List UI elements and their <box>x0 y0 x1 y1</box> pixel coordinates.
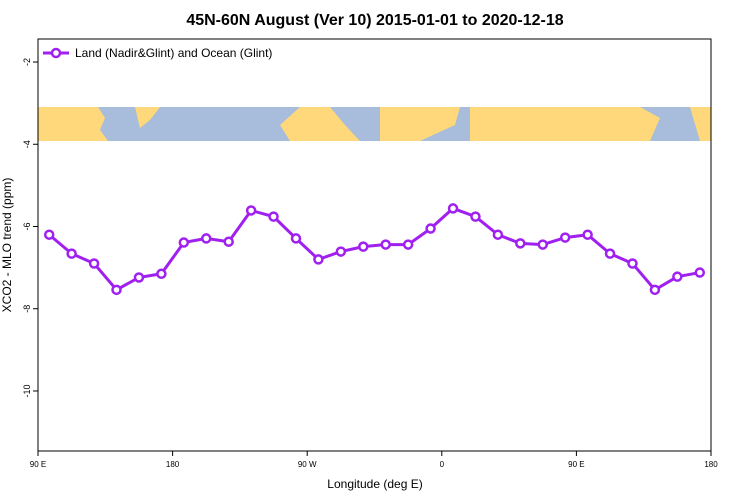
data-point <box>694 267 706 278</box>
data-point <box>559 232 571 243</box>
data-point <box>66 248 77 259</box>
x-tick-label: 90 W <box>298 460 317 469</box>
data-point <box>358 241 369 252</box>
chart-title: 45N-60N August (Ver 10) 2015-01-01 to 20… <box>186 12 563 29</box>
data-point <box>201 233 212 244</box>
plot-frame <box>37 38 712 452</box>
data-point <box>245 205 257 216</box>
data-point <box>537 239 548 250</box>
y-tick-label: -6 <box>22 222 32 230</box>
y-tick-label: -8 <box>22 305 32 313</box>
data-point <box>43 229 55 240</box>
data-point <box>290 233 302 244</box>
legend-marker <box>50 47 62 59</box>
data-point <box>133 272 145 283</box>
data-point <box>447 203 459 214</box>
x-tick-label: 0 <box>440 460 445 469</box>
data-point <box>335 246 347 257</box>
x-tick-label: 90 E <box>568 460 584 469</box>
x-axis-label: Longitude (deg E) <box>327 477 422 491</box>
series-line <box>48 206 701 292</box>
data-point <box>672 271 683 282</box>
data-point <box>380 239 391 250</box>
data-point <box>604 248 616 259</box>
x-tick-label: 180 <box>704 460 718 469</box>
legend-label: Land (Nadir&Glint) and Ocean (Glint) <box>75 46 272 60</box>
data-point <box>649 284 661 296</box>
y-axis-label: XCO2 - MLO trend (ppm) <box>0 178 14 313</box>
data-point <box>88 258 100 269</box>
data-point <box>515 238 526 249</box>
y-tick-label: -2 <box>22 58 32 66</box>
map-land <box>38 107 711 141</box>
data-point <box>402 239 414 250</box>
data-point <box>582 229 593 240</box>
data-point <box>492 229 504 240</box>
y-tick-label: -4 <box>22 140 32 148</box>
y-tick-label: -10 <box>22 384 32 397</box>
data-point <box>627 258 638 269</box>
data-point <box>268 211 279 222</box>
data-point <box>223 236 234 247</box>
data-point <box>425 223 436 234</box>
x-tick-label: 90 E <box>30 460 46 469</box>
data-point <box>313 254 324 265</box>
x-tick-label: 180 <box>166 460 180 469</box>
data-point <box>156 268 167 280</box>
data-point <box>111 284 122 296</box>
data-point <box>178 237 190 248</box>
data-point <box>470 211 481 222</box>
